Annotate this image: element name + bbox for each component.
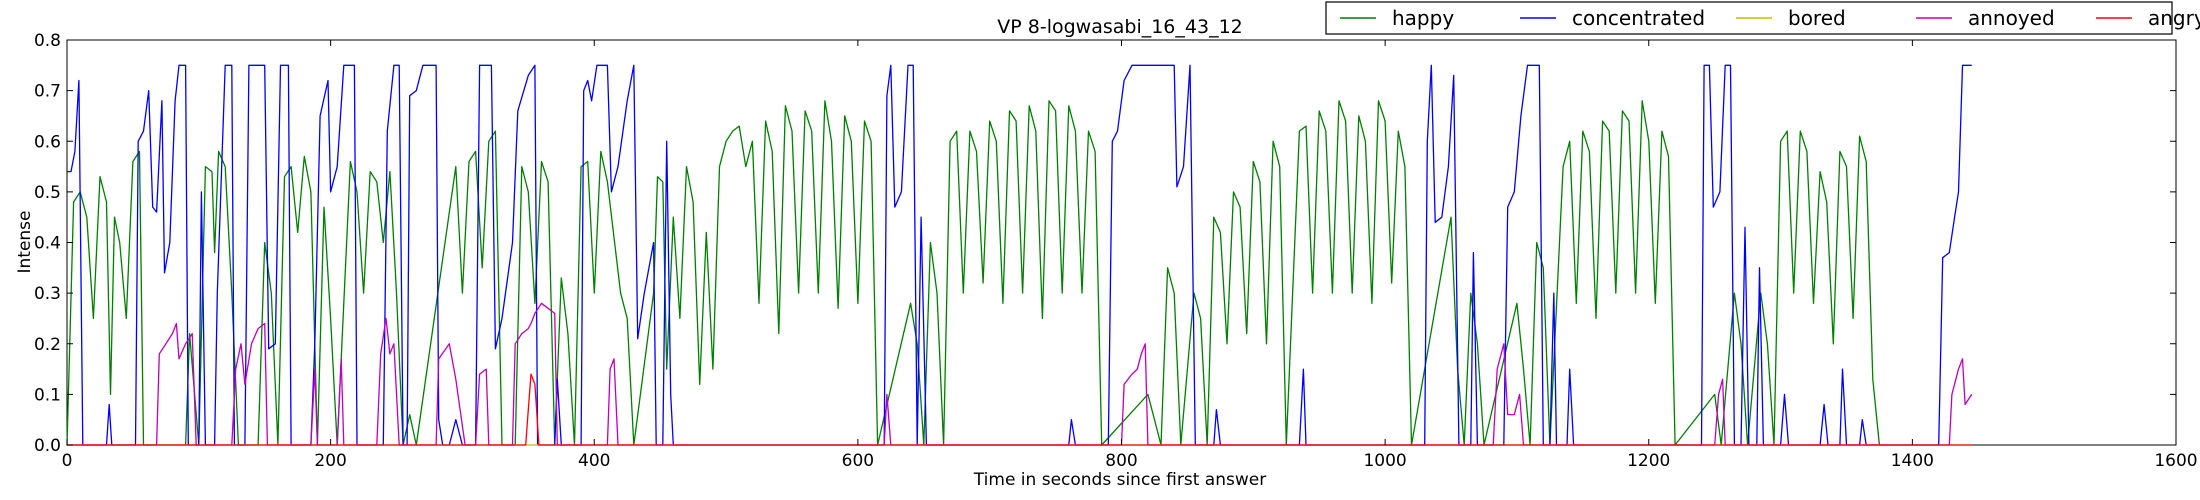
legend-label-angry: angry [2148,6,2200,30]
legend: happy concentrated bored annoyed angry [1325,1,2200,35]
y-tick-label: 0.4 [34,234,61,254]
y-tick-label: 0.2 [34,335,61,355]
y-axis-title: Intense [15,210,35,273]
x-tick-label: 800 [1105,451,1137,471]
chart-title: VP 8-logwasabi_16_43_12 [997,16,1243,38]
legend-label-happy: happy [1392,6,1454,30]
y-tick-label: 0.6 [34,132,61,152]
y-tick-label: 0.3 [34,284,61,304]
y-tick-label: 0.0 [34,436,61,456]
x-axis-title: Time in seconds since first answer [973,470,1266,490]
x-tick-label: 1400 [1891,451,1934,471]
x-tick-label: 1600 [2154,451,2197,471]
series-line-angry [67,373,1972,446]
series-line-happy [66,100,1881,446]
legend-label-bored: bored [1788,6,1846,30]
x-tick-label: 200 [314,451,346,471]
y-tick-label: 0.5 [34,183,61,203]
x-tick-label: 400 [578,451,610,471]
ticks-layer: 0 200 400 600 800 1000 1200 1400 1600 0.0 0.1 0.2 0.… [34,31,2198,471]
y-tick-label: 0.1 [34,385,61,405]
series-layer [66,64,1973,446]
series-line-concentrated [67,64,1972,446]
x-tick-label: 1200 [1627,451,1670,471]
y-tick-label: 0.7 [34,82,61,102]
y-tick-label: 0.8 [34,31,61,51]
x-tick-label: 1000 [1363,451,1406,471]
legend-label-concentrated: concentrated [1572,6,1705,30]
x-tick-label: 0 [62,451,73,471]
x-tick-label: 600 [842,451,874,471]
legend-label-annoyed: annoyed [1968,6,2055,30]
series-line-annoyed [67,302,1973,446]
